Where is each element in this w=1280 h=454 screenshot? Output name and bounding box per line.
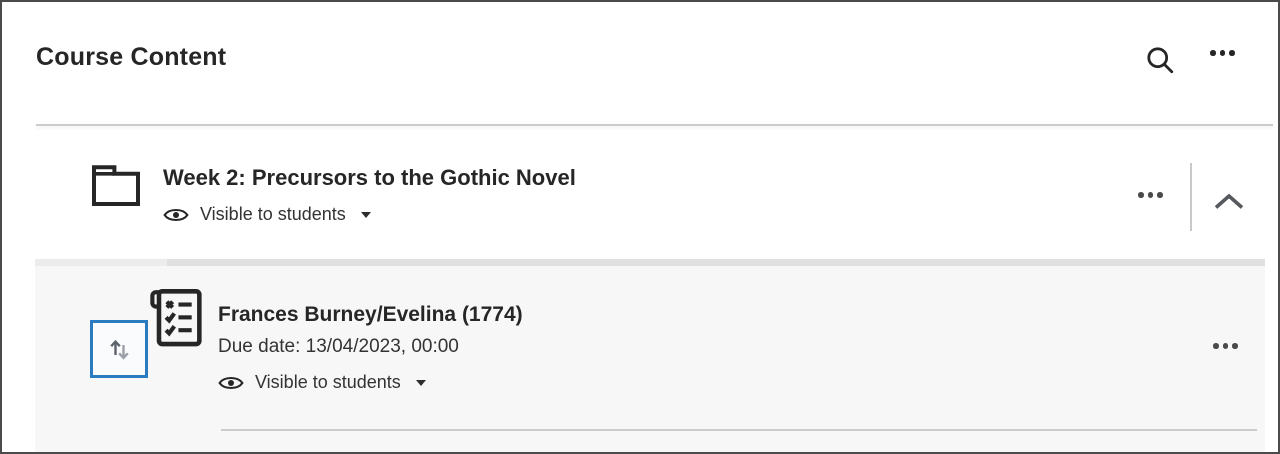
eye-icon <box>163 206 189 224</box>
search-button[interactable] <box>1140 40 1180 80</box>
ellipsis-icon <box>1210 50 1235 56</box>
caret-down-icon <box>415 379 426 386</box>
folder-children-panel: Frances Burney/Evelina (1774) Due date: … <box>35 259 1265 452</box>
search-icon <box>1144 44 1176 76</box>
item-more-options-button[interactable] <box>1209 339 1242 353</box>
folder-icon <box>90 160 142 208</box>
item-text-block: Frances Burney/Evelina (1774) Due date: … <box>218 303 523 393</box>
folder-title-link[interactable]: Week 2: Precursors to the Gothic Novel <box>163 165 576 190</box>
checklist-document-icon <box>149 288 205 348</box>
panel-top-shadow <box>35 259 1265 266</box>
folder-visibility-dropdown[interactable]: Visible to students <box>163 204 371 225</box>
folder-controls-divider <box>1190 163 1192 231</box>
chevron-up-icon <box>1212 192 1246 212</box>
item-title-link[interactable]: Frances Burney/Evelina (1774) <box>218 303 523 326</box>
item-drag-handle[interactable] <box>90 320 148 378</box>
folder-more-options-button[interactable] <box>1134 188 1167 202</box>
eye-icon <box>218 374 244 392</box>
header-more-options-button[interactable] <box>1206 46 1239 60</box>
item-visibility-label: Visible to students <box>255 372 401 392</box>
ellipsis-icon <box>1213 343 1238 349</box>
move-up-down-icon <box>106 336 133 363</box>
ellipsis-icon <box>1138 192 1163 198</box>
folder-visibility-label: Visible to students <box>200 204 346 224</box>
item-visibility-dropdown[interactable]: Visible to students <box>218 372 426 393</box>
caret-down-icon <box>360 211 371 218</box>
folder-collapse-button[interactable] <box>1208 188 1250 216</box>
page-title: Course Content <box>36 43 227 71</box>
item-due-date: Due date: 13/04/2023, 00:00 <box>218 336 459 357</box>
header-divider <box>36 124 1273 126</box>
item-bottom-divider <box>221 429 1257 431</box>
